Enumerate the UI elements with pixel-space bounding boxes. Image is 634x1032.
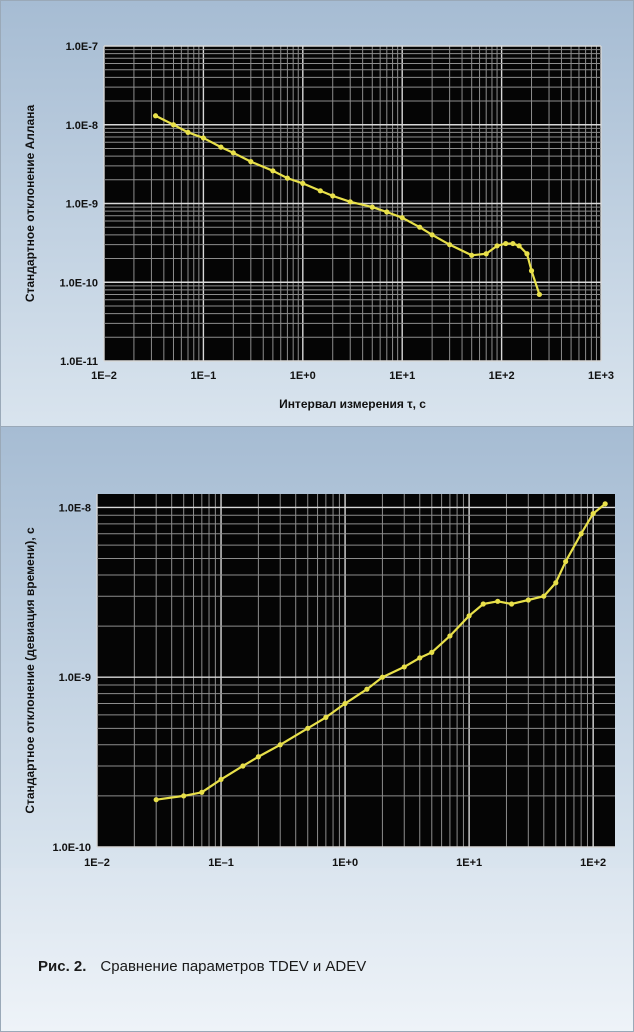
data-point — [317, 188, 323, 194]
data-point — [300, 180, 306, 186]
data-point — [152, 113, 159, 119]
data-point — [218, 776, 224, 783]
data-point — [510, 240, 516, 247]
plot-area — [97, 494, 615, 847]
data-point — [525, 597, 531, 603]
x-tick-label: 1E–2 — [91, 370, 117, 382]
data-point — [323, 714, 329, 720]
data-point — [516, 243, 522, 249]
caption-text: Сравнение параметров TDEV и ADEV — [100, 958, 367, 975]
data-point — [218, 144, 224, 150]
data-point — [447, 633, 453, 639]
data-point — [248, 159, 254, 165]
data-point — [429, 649, 435, 656]
tdev-chart: 1E–21E–11E+01E+11E+21.0E-81.0E-91.0E-10И… — [23, 494, 615, 868]
data-point — [342, 700, 348, 707]
data-point — [240, 763, 246, 769]
data-point — [536, 291, 542, 298]
adev-chart-panel: 1E–2 1E–1 1E+0 1E+1 1E+2 1E+3 1.0E-7 1.0E-8 1.0E… — [1, 1, 633, 427]
data-point — [347, 199, 353, 205]
data-point — [429, 232, 435, 238]
data-point — [494, 243, 500, 249]
y-tick-label: 1.0E-10 — [59, 277, 98, 289]
data-point — [181, 793, 187, 799]
y-tick-label: 1.0E-9 — [66, 199, 98, 211]
data-point — [602, 501, 608, 507]
x-tick-label: 1E–1 — [191, 370, 217, 382]
x-tick-label: 1E+2 — [580, 857, 606, 868]
data-point — [270, 168, 276, 174]
data-point — [369, 204, 375, 210]
y-tick-label: 1.0E-11 — [60, 356, 98, 368]
data-point — [480, 601, 486, 607]
data-point — [590, 510, 596, 517]
data-point — [503, 240, 509, 247]
data-point — [553, 580, 559, 586]
data-point — [230, 150, 236, 156]
x-tick-label: 1E+0 — [332, 857, 358, 868]
data-point — [524, 251, 530, 257]
x-tick-label: 1E+3 — [588, 370, 614, 382]
y-tick-label: 1.0E-8 — [59, 502, 91, 514]
data-point — [305, 725, 311, 731]
grid — [96, 494, 615, 848]
data-point — [447, 242, 453, 248]
data-point — [528, 268, 535, 274]
data-point — [384, 209, 390, 215]
figure-caption: Рис. 2. Сравнение параметров TDEV и ADEV — [38, 958, 366, 975]
y-tick-label: 1.0E-8 — [66, 120, 98, 132]
data-point — [379, 674, 386, 680]
grid — [103, 45, 602, 362]
data-point — [417, 655, 423, 661]
y-tick-label: 1.0E-7 — [66, 41, 98, 53]
caption-area: Рис. 2. Сравнение параметров TDEV и ADEV — [1, 868, 633, 1031]
y-tick-label: 1.0E-9 — [59, 672, 91, 684]
data-point — [330, 193, 336, 199]
data-point — [277, 742, 283, 748]
x-axis-label: Интервал измерения τ, с — [279, 397, 426, 411]
data-point — [563, 558, 569, 565]
data-point — [200, 135, 206, 141]
adev-chart: 1E–2 1E–1 1E+0 1E+1 1E+2 1E+3 1.0E-7 1.0E-8 1.0E… — [23, 41, 614, 411]
x-tick-label: 1E+1 — [456, 857, 482, 868]
y-tick-label: 1.0E-10 — [52, 842, 91, 854]
data-point — [185, 129, 191, 135]
x-tick-label: 1E+0 — [290, 370, 316, 382]
data-point — [508, 601, 515, 607]
data-point — [541, 593, 547, 599]
data-point — [199, 789, 205, 795]
data-point — [153, 797, 159, 803]
data-point — [483, 251, 489, 257]
tdev-chart-panel: 1E–21E–11E+01E+11E+21.0E-81.0E-91.0E-10И… — [1, 427, 633, 868]
data-point — [466, 613, 472, 619]
x-tick-label: 1E–1 — [208, 857, 234, 868]
x-tick-label: 1E+1 — [389, 370, 415, 382]
data-point — [469, 252, 475, 258]
series-line — [155, 114, 541, 295]
data-point — [417, 224, 423, 230]
y-axis-label: Стандартное отклонение Аллана — [23, 105, 37, 303]
data-point — [399, 215, 405, 221]
data-point — [495, 598, 501, 604]
data-point — [401, 664, 407, 670]
data-point — [364, 686, 370, 692]
caption-lead: Рис. 2. — [38, 958, 87, 975]
x-tick-label: 1E–2 — [84, 857, 110, 868]
y-axis-label: Стандартное отклонение (девиация времени… — [23, 527, 37, 814]
x-tick-label: 1E+2 — [489, 370, 515, 382]
data-point — [170, 122, 177, 128]
data-point — [578, 531, 584, 537]
data-point — [284, 175, 291, 181]
data-point — [255, 754, 261, 760]
